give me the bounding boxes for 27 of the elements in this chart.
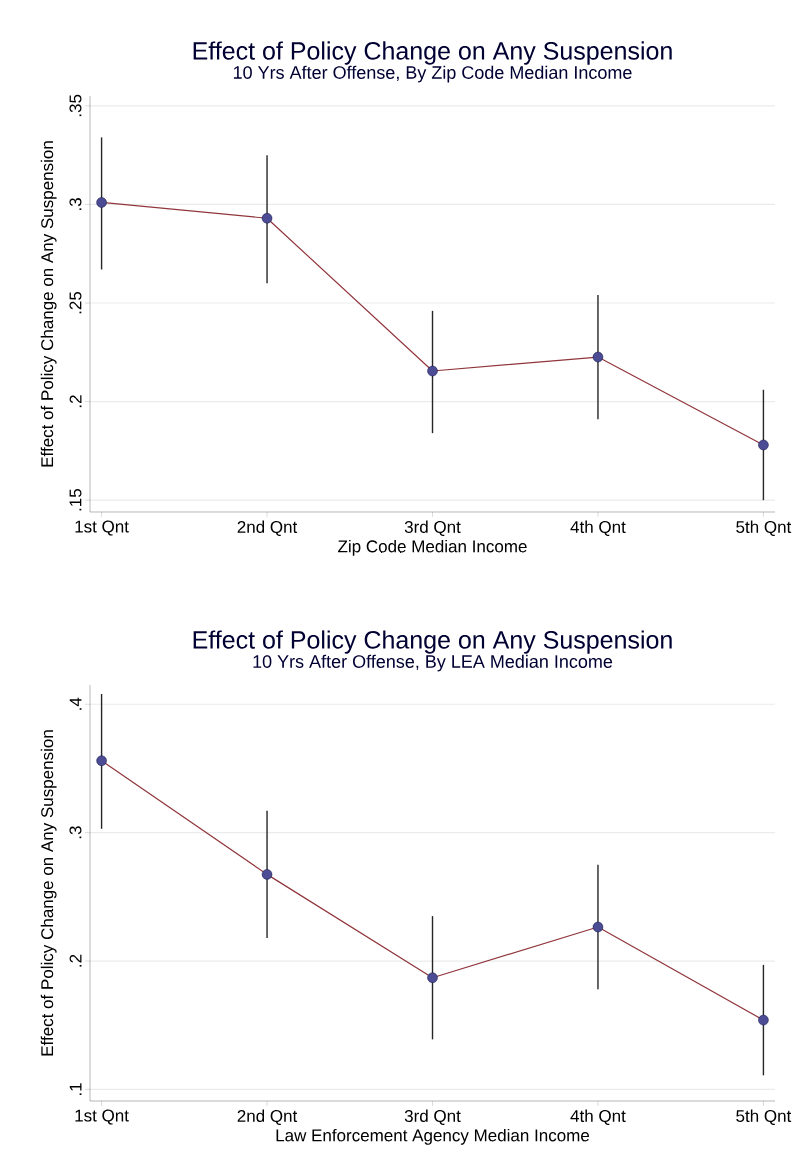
y-tick-label: .25 [69, 291, 82, 314]
x-tick-label: 2nd Qnt [237, 520, 298, 537]
x-axis-title: Zip Code Median Income [338, 539, 527, 556]
x-tick-label: 2nd Qnt [237, 1109, 298, 1126]
x-tick-label: 1st Qnt [75, 520, 129, 536]
y-axis-title: Effect of Policy Change on Any Suspension [40, 730, 57, 1056]
chart-subtitle: 10 Yrs After Offense, By LEA Median Income [253, 654, 613, 672]
y-tick-label: .4 [69, 697, 82, 710]
x-tick-label: 3rd Qnt [404, 1109, 461, 1126]
y-tick-label: .2 [69, 395, 82, 408]
x-tick-label: 5th Qnt [736, 1109, 792, 1126]
y-tick-label: .3 [69, 198, 82, 210]
y-tick-label: .1 [69, 1083, 82, 1095]
y-axis-title: Effect of Policy Change on Any Suspension [40, 141, 57, 467]
y-tick-label: .35 [69, 94, 82, 117]
x-tick-label: 3rd Qnt [404, 520, 461, 537]
x-tick-label: 1st Qnt [75, 1109, 129, 1125]
chart-subtitle: 10 Yrs After Offense, By Zip Code Median Income [233, 65, 632, 83]
x-tick-label: 4th Qnt [570, 520, 626, 537]
y-tick-label: .2 [69, 954, 82, 967]
y-tick-label: .15 [69, 489, 82, 511]
chart-title: Effect of Policy Change on Any Suspension [193, 630, 672, 654]
x-axis-title: Law Enforcement Agency Median Income [276, 1128, 590, 1145]
y-tick-label: .3 [69, 826, 82, 839]
chart-title: Effect of Policy Change on Any Suspension [193, 41, 672, 65]
x-tick-label: 5th Qnt [736, 520, 792, 537]
x-tick-label: 4th Qnt [570, 1109, 626, 1126]
